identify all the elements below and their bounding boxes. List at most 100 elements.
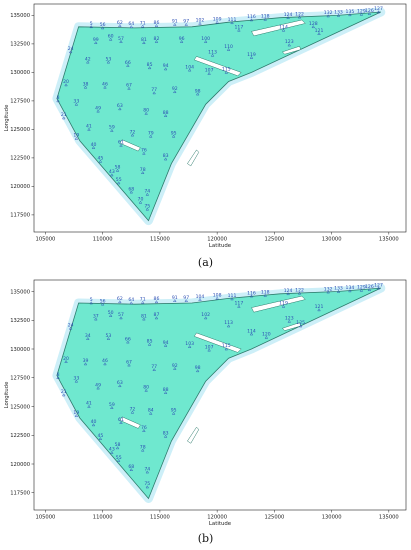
point-label: 64 (128, 297, 134, 303)
sensor-point (149, 411, 153, 415)
region-fill (56, 287, 381, 500)
sensor-point (187, 345, 192, 348)
sensor-point (96, 109, 100, 113)
sensor-point (179, 39, 184, 43)
sensor-point (311, 25, 315, 29)
point-label: 74 (144, 189, 150, 195)
point-label: 91 (172, 295, 178, 301)
sensor-point (163, 391, 168, 394)
point-label: 74 (144, 466, 150, 472)
point-label: 46 (102, 358, 108, 364)
point-label: 109 (213, 16, 222, 22)
sensor-point (142, 41, 146, 44)
point-label: 98 (195, 88, 201, 94)
sensor-point (89, 301, 93, 305)
sensor-point (359, 12, 364, 16)
point-label: 24 (68, 323, 74, 329)
point-label: 56 (100, 22, 106, 28)
sensor-point (184, 299, 188, 302)
point-label: 50 (108, 310, 114, 316)
sensor-point (367, 12, 372, 15)
point-label: 99 (93, 37, 99, 43)
y-tick-label: 122500 (10, 156, 30, 162)
point-label: 88 (163, 110, 169, 116)
sensor-point (100, 302, 105, 306)
point-label: 80 (143, 108, 149, 114)
point-label: 72 (130, 129, 136, 135)
point-label: 82 (154, 36, 160, 42)
point-label: 108 (213, 293, 222, 299)
point-label: 37 (93, 313, 99, 319)
point-label: 85 (147, 339, 153, 345)
point-label: 132 (324, 10, 333, 16)
sensor-point (64, 360, 68, 363)
point-label: 98 (195, 365, 201, 371)
sensor-point (56, 99, 60, 103)
point-label: 132 (324, 286, 333, 292)
sensor-point (187, 68, 192, 72)
x-tick-label: 105000 (36, 237, 56, 243)
sensor-point (326, 290, 330, 294)
x-tick-label: 110000 (93, 515, 113, 521)
point-label: 113 (224, 320, 233, 326)
x-tick-label: 135000 (379, 237, 399, 243)
y-tick-label: 120000 (10, 184, 30, 190)
point-label: 39 (83, 358, 89, 364)
sensor-point (68, 50, 73, 54)
sensor-point (118, 107, 122, 111)
sensor-point (141, 300, 145, 304)
sensor-point (348, 289, 352, 293)
sensor-point (145, 192, 150, 196)
sensor-point (103, 362, 107, 366)
point-label: 77 (151, 364, 157, 370)
point-label: 68 (128, 186, 134, 192)
sensor-point (110, 173, 114, 177)
sensor-point (237, 304, 241, 308)
sensor-point (141, 24, 145, 28)
point-label: 41 (86, 124, 92, 130)
sensor-point (154, 24, 159, 27)
sensor-point (336, 289, 341, 293)
sensor-point (173, 22, 177, 26)
point-label: 115 (222, 343, 231, 349)
point-label: 113 (208, 50, 217, 56)
point-label: 107 (205, 344, 214, 350)
sensor-point (249, 294, 254, 298)
point-label: 127 (374, 6, 383, 12)
y-tick-label: 117500 (10, 491, 30, 497)
point-label: 129 (357, 285, 366, 291)
sensor-point (86, 337, 90, 340)
point-label: 40 (91, 419, 97, 425)
point-label: 104 (196, 294, 205, 300)
sensor-point (130, 133, 135, 137)
sensor-point (98, 159, 103, 163)
point-label: 60 (108, 34, 114, 40)
sensor-point (173, 366, 177, 370)
y-tick-label: 130000 (10, 70, 30, 76)
sensor-point (126, 340, 130, 344)
point-label: 49 (95, 105, 101, 111)
sensor-point (144, 388, 148, 392)
point-label: 114 (247, 328, 256, 334)
y-tick-label: 120000 (10, 462, 30, 468)
sensor-point (94, 41, 98, 44)
point-label: 43 (109, 169, 115, 175)
point-label: 49 (95, 382, 101, 388)
point-label: 76 (141, 425, 147, 431)
point-label: 55 (116, 177, 122, 183)
sensor-point (91, 423, 96, 427)
point-label: 34 (85, 333, 91, 339)
sensor-point (145, 485, 150, 489)
sensor-point (94, 317, 98, 321)
obstacle-cutout (251, 295, 306, 313)
chart-panel-a: 5 56 62 64 71 86 91 97 102 109 111 116 118 124 122 132 1… (0, 0, 411, 272)
sensor-point (226, 47, 231, 51)
y-tick-label: 127500 (10, 99, 30, 105)
sensor-point (110, 450, 114, 454)
y-tick-label: 122500 (10, 433, 30, 439)
sensor-point (230, 297, 234, 301)
point-label: 20 (63, 356, 69, 362)
point-label: 78 (140, 167, 146, 173)
point-label: 41 (86, 401, 92, 407)
